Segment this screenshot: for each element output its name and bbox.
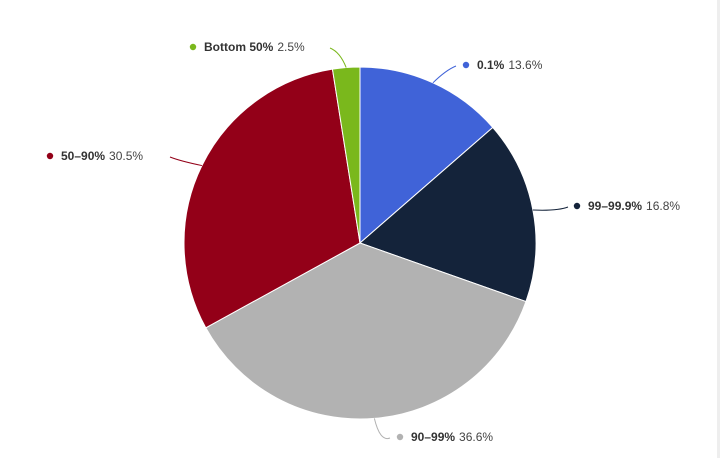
connector-bottom-50: [329, 47, 347, 68]
legend-dot: [396, 433, 404, 441]
connector-0-1: [432, 65, 457, 84]
slice-value: 2.5%: [277, 40, 305, 54]
label-connectors: [169, 47, 569, 440]
pie-slice-50-90[interactable]: [183, 68, 361, 329]
legend-dot: [46, 152, 54, 160]
legend-dot: [462, 61, 470, 69]
slice-label-0-1: 0.1% 13.6%: [462, 58, 543, 72]
slice-name: 50–90%: [61, 149, 105, 163]
pie-slices: [183, 66, 537, 420]
legend-dot: [189, 43, 197, 51]
connector-90-99: [373, 418, 391, 440]
slice-value: 36.6%: [459, 430, 493, 444]
connector-99-99-9: [532, 206, 569, 211]
slice-label-90-99: 90–99% 36.6%: [396, 430, 493, 444]
slice-label-50-90: 50–90% 30.5%: [46, 149, 143, 163]
slice-label-text: Bottom 50% 2.5%: [204, 40, 305, 54]
legend-dot: [573, 202, 581, 210]
pie-slice-90-99[interactable]: [205, 242, 527, 420]
slice-name: 0.1%: [477, 58, 505, 72]
slice-value: 13.6%: [508, 58, 542, 72]
slice-name: 99–99.9%: [588, 199, 642, 213]
connector-50-90: [169, 156, 203, 167]
slice-label-text: 50–90% 30.5%: [61, 149, 143, 163]
scrollbar-edge: [717, 0, 720, 458]
slice-label-text: 90–99% 36.6%: [411, 430, 493, 444]
slice-labels: 0.1% 13.6% 99–99.9% 16.8% 90–99% 36.6% 50–90% 3…: [46, 40, 680, 444]
slice-label-bottom-50: Bottom 50% 2.5%: [189, 40, 305, 54]
slice-value: 30.5%: [109, 149, 143, 163]
slice-value: 16.8%: [646, 199, 680, 213]
slice-label-99-99-9: 99–99.9% 16.8%: [573, 199, 680, 213]
slice-name: 90–99%: [411, 430, 455, 444]
pie-slice-bottom-50[interactable]: [331, 66, 361, 244]
slice-label-text: 0.1% 13.6%: [477, 58, 543, 72]
slice-label-text: 99–99.9% 16.8%: [588, 199, 680, 213]
slice-name: Bottom 50%: [204, 40, 274, 54]
